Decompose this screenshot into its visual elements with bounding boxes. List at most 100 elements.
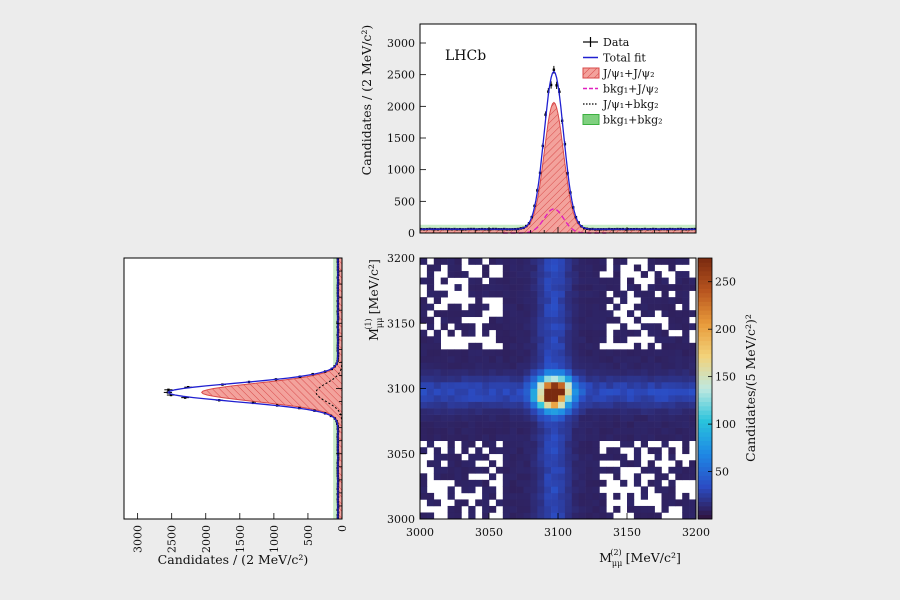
heatmap-cell (620, 323, 628, 331)
heatmap-cell (675, 414, 683, 422)
heatmap-cell (613, 329, 621, 337)
heatmap-cell (516, 310, 524, 318)
heatmap-cell (530, 486, 538, 494)
heatmap-cell (613, 271, 621, 278)
heatmap-cell (633, 303, 642, 311)
heatmap-cell (544, 323, 552, 331)
heatmap-cell (489, 421, 497, 428)
heatmap-cell (447, 310, 455, 318)
heatmap-cell (489, 447, 497, 455)
heatmap-cell (599, 499, 607, 507)
heatmap-cell (475, 342, 483, 350)
heatmap-cell (564, 362, 573, 370)
heatmap-cell (647, 466, 655, 474)
heatmap-cell (633, 460, 642, 468)
colorbar-segment (698, 501, 712, 507)
colorbar-segment (698, 449, 712, 455)
heatmap-cell (544, 329, 552, 337)
heatmap-cell (571, 297, 579, 304)
heatmap-cell (592, 258, 600, 265)
left-x-tick-label: 1000 (268, 525, 281, 553)
heatmap-cell (454, 499, 462, 507)
heatmap-cell (461, 466, 469, 474)
heatmap-cell (564, 310, 573, 318)
heatmap-cell (689, 473, 697, 481)
heatmap-cell (523, 355, 531, 363)
heatmap-cell (661, 440, 669, 448)
heatmap-cell (585, 414, 593, 422)
heatmap-cell (516, 316, 524, 324)
heatmap-cell (558, 375, 566, 383)
heatmap-cell (558, 329, 566, 337)
heatmap-cell (461, 375, 469, 383)
colorbar-tick-label: 100 (715, 418, 736, 431)
heatmap-cell (468, 479, 476, 487)
heatmap-cell (633, 342, 642, 350)
heatmap-cell (689, 349, 697, 357)
heatmap-cell (440, 421, 448, 428)
heatmap-cell (447, 368, 455, 376)
heatmap-cell (489, 492, 497, 500)
heatmap-cell (571, 395, 579, 402)
heatmap-cell (613, 505, 621, 513)
heatmap-cell (537, 473, 545, 481)
heatmap-cell (571, 512, 579, 520)
heatmap-cell (689, 505, 697, 513)
heatmap-cell (585, 460, 593, 468)
heatmap-cell (564, 284, 573, 291)
heatmap-cell (585, 284, 593, 291)
heatmap-cell (475, 434, 483, 442)
heatmap-cell (627, 349, 635, 357)
heatmap-cell (468, 329, 476, 337)
heatmap-cell (661, 421, 669, 428)
heatmap-cell (420, 258, 428, 265)
heatmap-cell (592, 375, 600, 383)
heatmap-cell (482, 434, 490, 442)
heatmap-cell (426, 434, 435, 442)
heatmap-cell (592, 408, 600, 415)
heatmap-cell (654, 271, 662, 278)
heatmap-cell (592, 512, 600, 520)
heatmap-cell (661, 408, 669, 415)
heatmap-cell (489, 505, 497, 513)
heatmap-cell (447, 401, 455, 409)
heatmap-cell (654, 427, 662, 435)
heatmap-cell (461, 408, 469, 415)
heatmap-cell (592, 505, 600, 513)
heatmap-cell (433, 336, 441, 344)
heatmap-cell (544, 434, 552, 442)
heatmap-cell (502, 362, 510, 370)
heatmap-cell (523, 486, 531, 494)
heatmap-cell (537, 434, 545, 442)
heatmap-cell (647, 408, 655, 415)
heatmap-cell (440, 388, 448, 396)
heatmap-cell (516, 329, 524, 337)
heatmap-cell (599, 258, 607, 265)
heatmap-cell (654, 303, 662, 311)
heatmap-cell (530, 479, 538, 487)
heatmap-cell (482, 401, 490, 409)
heatmap-cell (440, 466, 448, 474)
heatmap-cell (647, 349, 655, 357)
heatmap-cell (682, 290, 690, 298)
heatmap-cell (633, 349, 642, 357)
heatmap-cell (682, 297, 690, 304)
heatmap-cell (468, 401, 476, 409)
heatmap-cell (509, 460, 517, 468)
heatmap-cell (530, 329, 538, 337)
heatmap-cell (433, 421, 441, 428)
heatmap-cell (564, 290, 573, 298)
heatmap-cell (551, 381, 559, 389)
heatmap-cell (516, 434, 524, 442)
heatmap-cell (475, 499, 483, 507)
heatmap-cell (599, 310, 607, 318)
heatmap-cell (654, 434, 662, 442)
heatmap-cell (647, 414, 655, 422)
heatmap-cell (530, 466, 538, 474)
heatmap-cell (516, 264, 524, 272)
heatmap-cell (482, 466, 490, 474)
heatmap-cell (585, 375, 593, 383)
heatmap-cell (502, 310, 510, 318)
heatmap-cell (571, 479, 579, 487)
heatmap-cell (675, 408, 683, 415)
